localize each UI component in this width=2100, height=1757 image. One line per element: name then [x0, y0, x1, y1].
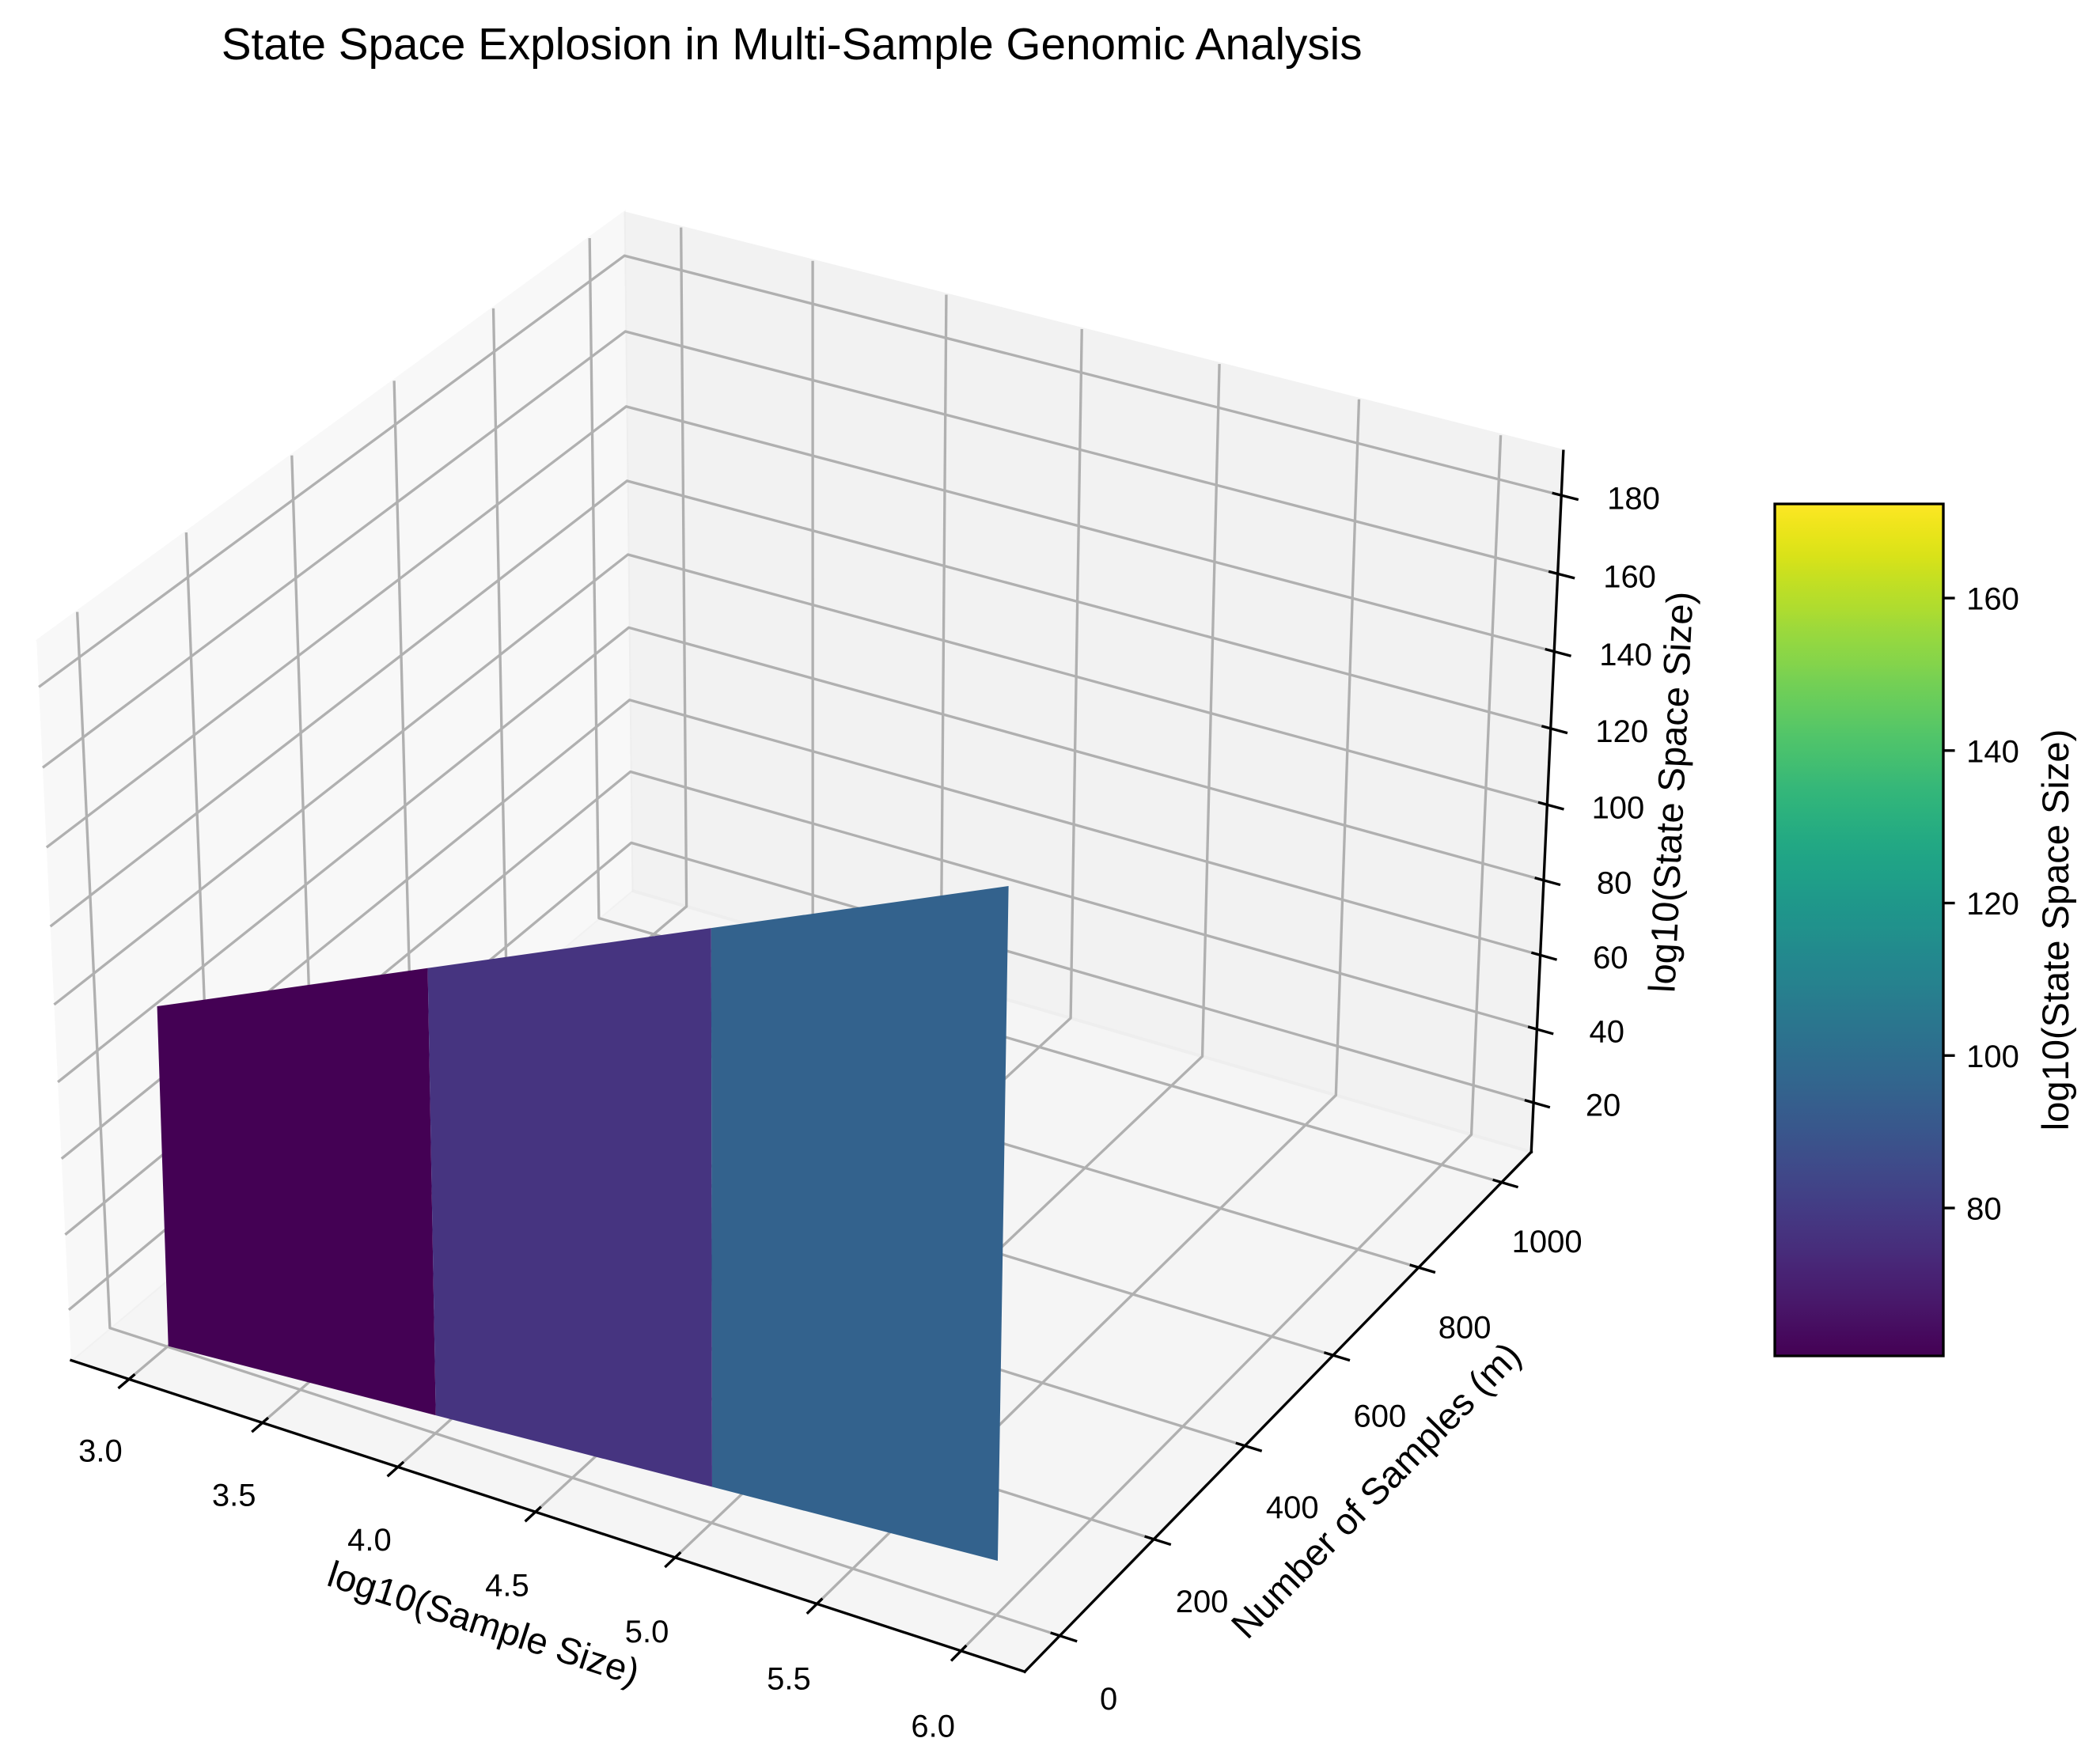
svg-text:160: 160	[1966, 582, 2019, 617]
svg-text:100: 100	[1592, 790, 1645, 825]
svg-text:120: 120	[1966, 887, 2019, 922]
svg-text:80: 80	[1597, 866, 1632, 901]
svg-text:800: 800	[1439, 1311, 1492, 1346]
svg-text:6.0: 6.0	[911, 1709, 955, 1744]
svg-text:4.0: 4.0	[347, 1523, 392, 1558]
svg-text:180: 180	[1607, 482, 1660, 517]
svg-text:State Space Explosion in Multi: State Space Explosion in Multi-Sample Ge…	[222, 20, 1363, 70]
svg-text:160: 160	[1603, 560, 1656, 595]
svg-text:600: 600	[1354, 1399, 1407, 1433]
svg-text:140: 140	[1966, 734, 2019, 769]
svg-text:4.5: 4.5	[485, 1569, 529, 1604]
svg-text:40: 40	[1589, 1015, 1624, 1050]
svg-text:200: 200	[1176, 1585, 1229, 1619]
svg-text:120: 120	[1595, 714, 1648, 749]
svg-text:80: 80	[1966, 1192, 2001, 1227]
svg-text:20: 20	[1586, 1088, 1620, 1123]
svg-text:3.0: 3.0	[78, 1434, 123, 1469]
svg-text:5.5: 5.5	[767, 1661, 811, 1696]
svg-text:0: 0	[1100, 1682, 1117, 1717]
svg-text:140: 140	[1599, 638, 1652, 672]
svg-text:log10(State Space Size): log10(State Space Size)	[2034, 729, 2076, 1131]
svg-text:5.0: 5.0	[625, 1615, 669, 1649]
svg-text:400: 400	[1266, 1490, 1319, 1525]
svg-text:100: 100	[1966, 1039, 2019, 1074]
svg-text:3.5: 3.5	[212, 1478, 256, 1513]
svg-text:1000: 1000	[1512, 1225, 1583, 1259]
svg-text:60: 60	[1593, 941, 1628, 975]
